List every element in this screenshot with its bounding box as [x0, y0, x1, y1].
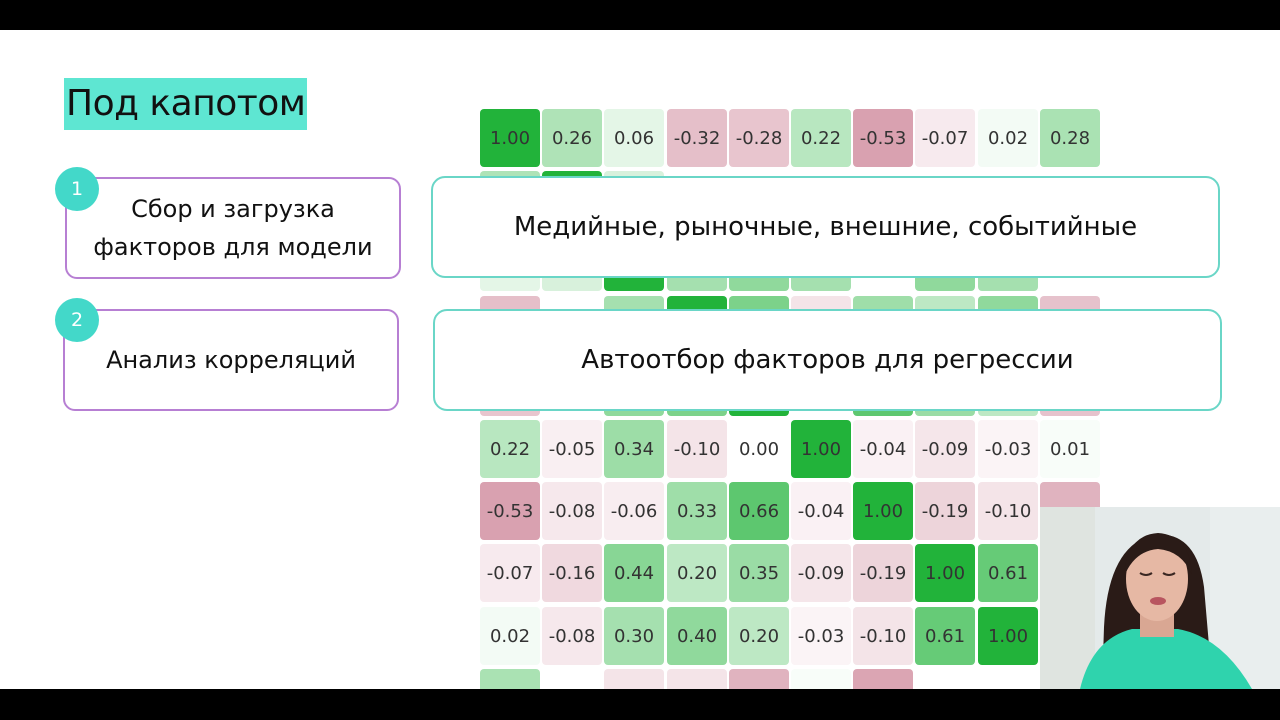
heatmap-cell: -0.03 — [978, 420, 1038, 478]
heatmap-cell-hidden — [604, 669, 664, 689]
heatmap-cell: 0.00 — [729, 420, 789, 478]
heatmap-cell: -0.06 — [604, 482, 664, 540]
step-1-label-line1: Сбор и загрузка — [131, 195, 335, 223]
heatmap-cell: 1.00 — [915, 544, 975, 602]
step-1-label-line2: факторов для модели — [93, 233, 373, 261]
heatmap-cell: -0.04 — [853, 420, 913, 478]
heatmap-cell: -0.19 — [853, 544, 913, 602]
step-2-info-box: Автоотбор факторов для регрессии — [433, 309, 1222, 411]
heatmap-cell: 0.66 — [729, 482, 789, 540]
heatmap-cell: -0.32 — [667, 109, 727, 167]
heatmap-cell: -0.05 — [542, 420, 602, 478]
step-1-box: Сбор и загрузка факторов для модели — [65, 177, 401, 279]
letterbox-top — [0, 0, 1280, 30]
heatmap-cell: -0.28 — [729, 109, 789, 167]
heatmap-cell: 0.22 — [791, 109, 851, 167]
heatmap-cell-hidden — [915, 669, 975, 689]
heatmap-cell: 0.34 — [604, 420, 664, 478]
presentation-slide: 1.00 0.26 0.06 -0.32 -0.28 0.22 -0.53 -0.07 0.02… — [0, 30, 1280, 689]
heatmap-cell: -0.08 — [542, 607, 602, 665]
heatmap-cell: -0.10 — [978, 482, 1038, 540]
heatmap-cell: -0.09 — [791, 544, 851, 602]
heatmap-cell: 0.61 — [915, 607, 975, 665]
heatmap-cell: -0.53 — [480, 482, 540, 540]
step-2-number-badge: 2 — [55, 298, 99, 342]
slide-title: Под капотом — [64, 78, 308, 130]
heatmap-cell: -0.08 — [542, 482, 602, 540]
heatmap-cell-hidden — [667, 669, 727, 689]
heatmap-cell: -0.09 — [915, 420, 975, 478]
heatmap-cell: -0.04 — [791, 482, 851, 540]
heatmap-cell: -0.07 — [915, 109, 975, 167]
heatmap-cell: 1.00 — [791, 420, 851, 478]
heatmap-cell: -0.10 — [667, 420, 727, 478]
heatmap-cell: 0.20 — [667, 544, 727, 602]
heatmap-cell: 1.00 — [480, 109, 540, 167]
heatmap-cell: 0.30 — [604, 607, 664, 665]
heatmap-cell: 1.00 — [853, 482, 913, 540]
step-2-box: Анализ корреляций — [63, 309, 399, 411]
heatmap-cell: 0.20 — [729, 607, 789, 665]
heatmap-cell: 0.01 — [1040, 420, 1100, 478]
step-1-info-box: Медийные, рыночные, внешние, событийные — [431, 176, 1220, 278]
heatmap-cell-hidden — [480, 669, 540, 689]
heatmap-cell: -0.03 — [791, 607, 851, 665]
heatmap-cell: 0.26 — [542, 109, 602, 167]
heatmap-cell-hidden — [542, 669, 602, 689]
presenter-video — [1040, 507, 1280, 689]
heatmap-cell: 0.02 — [978, 109, 1038, 167]
heatmap-cell-hidden — [853, 669, 913, 689]
heatmap-cell: -0.16 — [542, 544, 602, 602]
heatmap-cell: 0.33 — [667, 482, 727, 540]
heatmap-cell-hidden — [791, 669, 851, 689]
heatmap-cell: 0.44 — [604, 544, 664, 602]
heatmap-cell: 0.02 — [480, 607, 540, 665]
heatmap-cell: 0.35 — [729, 544, 789, 602]
heatmap-cell: -0.53 — [853, 109, 913, 167]
heatmap-cell: 0.61 — [978, 544, 1038, 602]
webcam-overlay — [1040, 507, 1280, 689]
heatmap-cell: -0.19 — [915, 482, 975, 540]
heatmap-cell-hidden — [729, 669, 789, 689]
heatmap-cell: 0.22 — [480, 420, 540, 478]
heatmap-cell: 1.00 — [978, 607, 1038, 665]
heatmap-cell: -0.07 — [480, 544, 540, 602]
heatmap-cell: 0.06 — [604, 109, 664, 167]
heatmap-cell: 0.40 — [667, 607, 727, 665]
step-2-label: Анализ корреляций — [106, 346, 356, 374]
step-1-number-badge: 1 — [55, 167, 99, 211]
letterbox-bottom — [0, 689, 1280, 720]
heatmap-cell: -0.10 — [853, 607, 913, 665]
heatmap-cell-hidden — [978, 669, 1038, 689]
heatmap-cell: 0.28 — [1040, 109, 1100, 167]
